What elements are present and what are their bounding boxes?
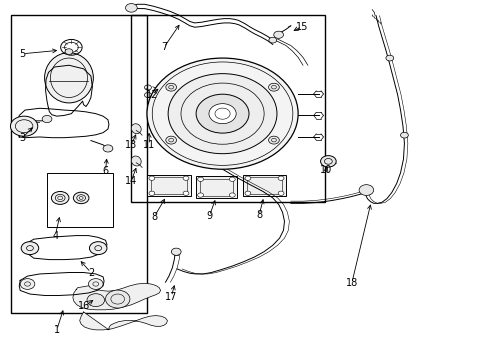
Text: 11: 11	[143, 140, 155, 150]
Circle shape	[65, 49, 73, 54]
Circle shape	[168, 74, 276, 154]
Text: 1: 1	[54, 325, 60, 335]
Bar	[243, 175, 285, 196]
Ellipse shape	[171, 94, 185, 109]
Circle shape	[278, 191, 284, 195]
Bar	[11, 15, 147, 313]
Circle shape	[73, 192, 89, 204]
Text: 3: 3	[20, 133, 26, 143]
Bar	[47, 173, 113, 226]
Text: 15: 15	[295, 22, 307, 32]
Circle shape	[273, 31, 283, 39]
Circle shape	[105, 290, 130, 308]
Circle shape	[197, 177, 203, 181]
Circle shape	[400, 132, 407, 138]
Circle shape	[358, 185, 373, 195]
Ellipse shape	[259, 118, 273, 133]
Circle shape	[183, 176, 188, 180]
Ellipse shape	[236, 78, 255, 90]
Ellipse shape	[131, 124, 141, 134]
Text: 10: 10	[320, 165, 332, 175]
Circle shape	[208, 104, 236, 124]
Circle shape	[20, 279, 35, 289]
Text: 18: 18	[345, 278, 357, 288]
Ellipse shape	[189, 138, 208, 149]
Circle shape	[229, 193, 235, 197]
Circle shape	[244, 191, 250, 195]
Circle shape	[171, 248, 181, 255]
Bar	[199, 179, 233, 196]
Text: 8: 8	[256, 210, 262, 220]
Circle shape	[183, 191, 188, 195]
Ellipse shape	[44, 53, 93, 103]
Circle shape	[125, 4, 137, 12]
Circle shape	[244, 176, 250, 180]
Polygon shape	[80, 312, 167, 330]
Text: 13: 13	[125, 140, 137, 150]
Text: 5: 5	[20, 49, 26, 59]
Circle shape	[268, 83, 279, 91]
Circle shape	[10, 116, 38, 136]
Circle shape	[320, 156, 335, 167]
Circle shape	[51, 192, 69, 204]
Circle shape	[165, 83, 176, 91]
Circle shape	[196, 94, 248, 133]
Circle shape	[87, 294, 104, 307]
Circle shape	[385, 55, 393, 61]
Text: 17: 17	[165, 292, 177, 302]
Circle shape	[278, 176, 284, 180]
Circle shape	[147, 58, 298, 169]
Text: 9: 9	[206, 211, 212, 221]
Circle shape	[165, 136, 176, 144]
Text: 16: 16	[78, 301, 90, 311]
Polygon shape	[73, 283, 160, 310]
Circle shape	[268, 37, 276, 43]
Circle shape	[89, 242, 107, 255]
Circle shape	[103, 145, 113, 152]
Bar	[131, 15, 325, 202]
Circle shape	[229, 177, 235, 181]
Circle shape	[149, 176, 155, 180]
Text: 12: 12	[145, 90, 158, 100]
Circle shape	[21, 242, 39, 255]
Text: 7: 7	[161, 42, 167, 52]
Bar	[195, 176, 237, 198]
Circle shape	[149, 191, 155, 195]
Circle shape	[88, 279, 103, 289]
Bar	[246, 177, 282, 194]
Circle shape	[197, 193, 203, 197]
Circle shape	[42, 116, 52, 123]
Text: 6: 6	[102, 166, 108, 176]
Bar	[151, 177, 186, 194]
Text: 2: 2	[88, 267, 94, 278]
Text: 8: 8	[151, 212, 157, 221]
Circle shape	[268, 136, 279, 144]
Text: 4: 4	[52, 231, 58, 240]
Text: 14: 14	[125, 176, 137, 186]
Ellipse shape	[131, 156, 141, 166]
Bar	[147, 175, 190, 196]
